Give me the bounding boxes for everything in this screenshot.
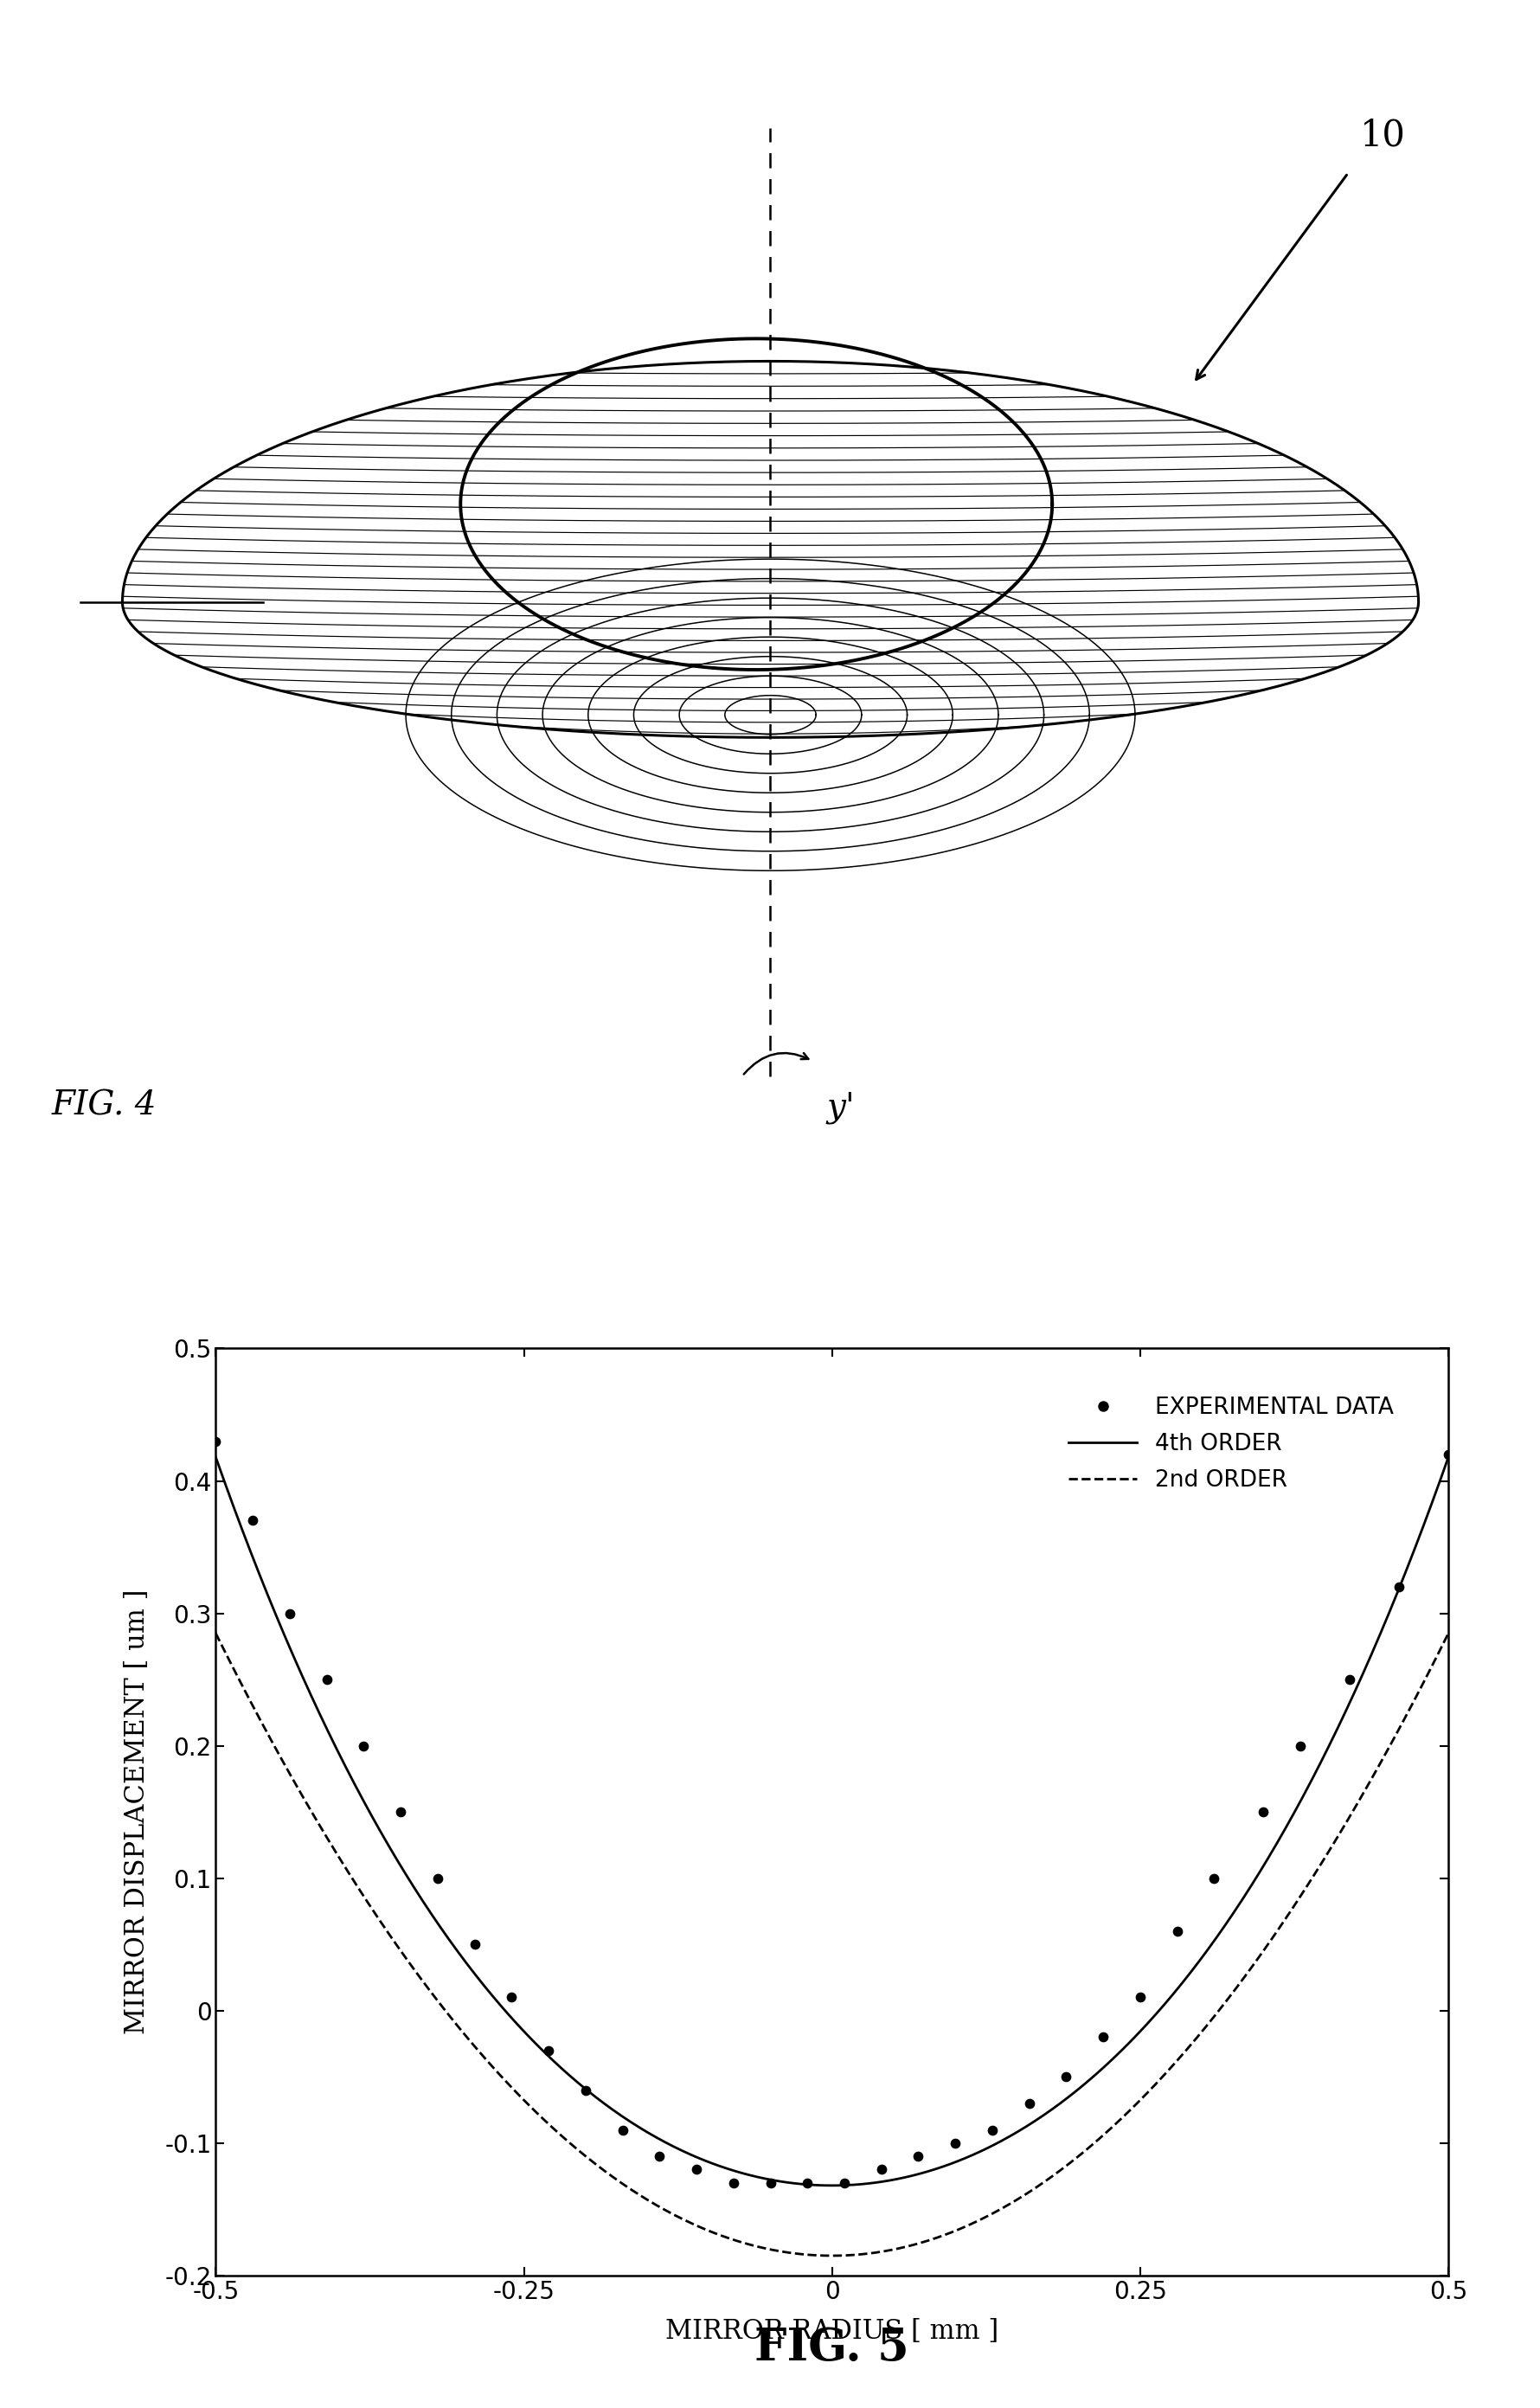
2nd ORDER <box>1169 2044 1187 2073</box>
4th ORDER <box>1438 1442 1457 1471</box>
EXPERIMENTAL DATA <box>203 1421 228 1459</box>
EXPERIMENTAL DATA <box>684 2150 708 2189</box>
4th ORDER <box>1169 1975 1187 2003</box>
EXPERIMENTAL DATA <box>758 2162 782 2201</box>
EXPERIMENTAL DATA <box>573 2071 598 2109</box>
Line: 2nd ORDER: 2nd ORDER <box>216 1633 1448 2256</box>
4th ORDER <box>1190 1946 1209 1975</box>
EXPERIMENTAL DATA <box>499 1979 524 2018</box>
EXPERIMENTAL DATA <box>942 2124 967 2162</box>
Legend: EXPERIMENTAL DATA, 4th ORDER, 2nd ORDER: EXPERIMENTAL DATA, 4th ORDER, 2nd ORDER <box>1050 1377 1412 1510</box>
EXPERIMENTAL DATA <box>351 1727 376 1765</box>
FancyArrowPatch shape <box>744 1052 809 1074</box>
Y-axis label: MIRROR DISPLACEMENT [ um ]: MIRROR DISPLACEMENT [ um ] <box>123 1589 149 2035</box>
4th ORDER <box>333 1743 351 1772</box>
2nd ORDER <box>206 1618 225 1647</box>
EXPERIMENTAL DATA <box>1164 1912 1189 1950</box>
EXPERIMENTAL DATA <box>1386 1568 1411 1606</box>
EXPERIMENTAL DATA <box>1337 1662 1361 1700</box>
EXPERIMENTAL DATA <box>1201 1859 1226 1898</box>
EXPERIMENTAL DATA <box>1250 1792 1275 1830</box>
EXPERIMENTAL DATA <box>240 1503 265 1541</box>
EXPERIMENTAL DATA <box>1127 1979 1152 2018</box>
4th ORDER <box>748 2162 767 2191</box>
EXPERIMENTAL DATA <box>647 2138 671 2177</box>
EXPERIMENTAL DATA <box>1016 2083 1041 2124</box>
Text: FIG. 5: FIG. 5 <box>755 2326 909 2369</box>
2nd ORDER <box>1438 1618 1457 1647</box>
Text: y': y' <box>827 1091 855 1125</box>
EXPERIMENTAL DATA <box>388 1792 413 1830</box>
2nd ORDER <box>1190 2018 1209 2047</box>
Text: FIG. 4: FIG. 4 <box>52 1091 157 1122</box>
EXPERIMENTAL DATA <box>610 2109 634 2148</box>
Line: 4th ORDER: 4th ORDER <box>216 1457 1448 2186</box>
2nd ORDER <box>705 2218 724 2247</box>
4th ORDER <box>206 1442 225 1471</box>
EXPERIMENTAL DATA <box>462 1926 487 1965</box>
2nd ORDER <box>822 2242 841 2271</box>
EXPERIMENTAL DATA <box>425 1859 450 1898</box>
EXPERIMENTAL DATA <box>832 2162 856 2201</box>
EXPERIMENTAL DATA <box>906 2138 930 2177</box>
EXPERIMENTAL DATA <box>277 1594 302 1633</box>
EXPERIMENTAL DATA <box>314 1662 339 1700</box>
2nd ORDER <box>333 1847 351 1876</box>
EXPERIMENTAL DATA <box>1053 2056 1078 2095</box>
4th ORDER <box>822 2172 841 2201</box>
EXPERIMENTAL DATA <box>536 2030 561 2068</box>
EXPERIMENTAL DATA <box>869 2150 893 2189</box>
X-axis label: MIRROR RADIUS [ mm ]: MIRROR RADIUS [ mm ] <box>665 2319 998 2345</box>
4th ORDER <box>705 2150 724 2179</box>
Text: 10: 10 <box>1360 118 1406 154</box>
4th ORDER <box>1053 2085 1072 2114</box>
EXPERIMENTAL DATA <box>1287 1727 1312 1765</box>
EXPERIMENTAL DATA <box>979 2109 1004 2148</box>
EXPERIMENTAL DATA <box>721 2162 745 2201</box>
2nd ORDER <box>748 2232 767 2261</box>
EXPERIMENTAL DATA <box>1090 2018 1115 2056</box>
2nd ORDER <box>1053 2153 1072 2182</box>
EXPERIMENTAL DATA <box>1435 1435 1460 1474</box>
EXPERIMENTAL DATA <box>795 2162 819 2201</box>
